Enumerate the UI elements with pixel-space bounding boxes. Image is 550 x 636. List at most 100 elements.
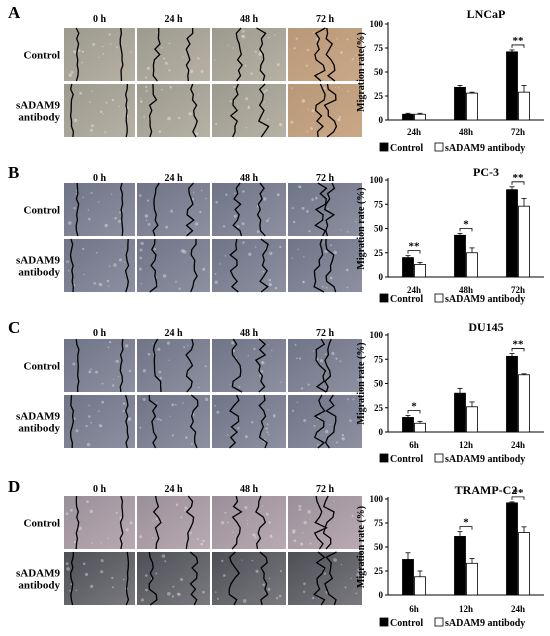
cell-speckle: [90, 128, 94, 132]
cell-speckle: [225, 193, 228, 196]
cell-speckle: [183, 346, 186, 349]
cell-speckle: [242, 35, 246, 39]
bar-sadam9: [518, 374, 530, 433]
wound-edge-right: [125, 551, 130, 606]
cell-speckle: [265, 89, 268, 92]
wound-edge-left: [69, 394, 75, 449]
timepoint-label: 48 h: [240, 328, 259, 339]
bar-control: [506, 502, 518, 596]
cell-speckle: [291, 207, 294, 210]
microscopy-image: [137, 496, 210, 549]
cell-speckle: [270, 534, 272, 536]
cell-speckle: [185, 436, 188, 439]
wound-edge-right: [125, 83, 129, 138]
cell-speckle: [232, 531, 234, 534]
microscopy-panel-d: D 0 h 24 h 48 h 72 h Control sADAM9 antibody: [8, 477, 362, 606]
cell-speckle: [158, 370, 162, 374]
cell-speckle: [268, 433, 270, 436]
legend-label: Control: [390, 618, 423, 629]
cell-speckle: [303, 419, 307, 422]
cell-speckle: [303, 520, 307, 525]
cell-speckle: [106, 279, 110, 283]
cell-speckle: [170, 209, 174, 213]
cell-speckle: [70, 509, 73, 512]
cell-speckle: [169, 85, 172, 89]
cell-speckle: [354, 220, 357, 223]
significance-label: *: [463, 517, 469, 529]
cell-speckle: [292, 529, 296, 533]
significance-label: *: [411, 401, 417, 413]
cell-speckle: [78, 526, 82, 531]
cell-speckle: [118, 105, 120, 108]
cell-speckle: [298, 504, 302, 508]
cell-speckle: [312, 31, 315, 33]
wound-edge-left: [69, 83, 75, 138]
microscopy-image: [212, 496, 286, 549]
cell-speckle: [346, 38, 349, 41]
cell-speckle: [265, 512, 269, 516]
timepoint-label: 24 h: [164, 484, 183, 495]
cell-speckle: [301, 206, 305, 210]
bar-control: [402, 257, 414, 278]
wound-edge-right: [124, 394, 129, 449]
y-tick-label: 75: [374, 354, 384, 364]
legend-swatch-control: [379, 293, 389, 303]
cell-speckle: [152, 343, 154, 345]
cell-speckle: [93, 282, 96, 285]
cell-speckle: [108, 285, 110, 287]
cell-speckle: [351, 58, 354, 61]
microscopy-panel-c: C 0 h 24 h 48 h 72 h Control sADAM9 antibody: [8, 318, 362, 449]
cell-speckle: [98, 424, 102, 428]
cell-speckle: [301, 99, 306, 103]
cell-speckle: [307, 108, 309, 111]
y-tick-label: 0: [379, 590, 384, 600]
significance-bracket: [459, 526, 473, 530]
y-tick-label: 50: [374, 379, 384, 389]
cell-speckle: [291, 409, 295, 412]
cell-speckle: [157, 417, 160, 421]
cell-speckle: [263, 197, 267, 201]
cell-speckle: [357, 61, 360, 63]
wound-edge-right: [185, 495, 195, 550]
cell-speckle: [65, 562, 69, 566]
y-axis-label: Migration rate (%): [356, 187, 367, 269]
cell-speckle: [160, 88, 163, 91]
cell-speckle: [268, 217, 270, 220]
bar-control: [454, 234, 466, 278]
microscopy-image: [288, 28, 362, 81]
cell-speckle: [246, 519, 248, 521]
cell-speckle: [325, 286, 328, 289]
wound-edge-right: [324, 338, 332, 393]
cell-speckle: [100, 559, 104, 563]
cell-speckle: [303, 590, 306, 593]
cell-speckle: [357, 568, 361, 572]
cell-speckle: [130, 51, 133, 53]
legend-label: sADAM9 antibody: [445, 618, 525, 629]
cell-speckle: [229, 384, 231, 386]
cell-speckle: [260, 370, 264, 373]
y-tick-label: 50: [374, 224, 384, 234]
cell-speckle: [341, 437, 345, 441]
cell-speckle: [266, 431, 269, 434]
microscopy-image: [288, 395, 362, 448]
wound-edge-left: [229, 83, 239, 138]
cell-speckle: [242, 190, 245, 193]
cell-speckle: [294, 343, 297, 346]
cell-speckle: [109, 43, 112, 45]
cell-speckle: [157, 75, 159, 77]
cell-speckle: [88, 415, 91, 418]
cell-speckle: [119, 258, 122, 262]
microscopy-image: [137, 339, 210, 392]
y-axis-label: Migration rate (%): [356, 506, 367, 588]
cell-speckle: [268, 283, 272, 287]
cell-speckle: [321, 285, 324, 288]
wound-edge-left: [70, 551, 75, 606]
bar-control: [506, 51, 518, 121]
cell-speckle: [280, 381, 282, 383]
cell-speckle: [191, 442, 193, 445]
cell-speckle: [139, 426, 142, 429]
wound-edge-left: [75, 182, 80, 237]
cell-speckle: [82, 196, 85, 199]
wound-edge-left: [228, 551, 241, 606]
